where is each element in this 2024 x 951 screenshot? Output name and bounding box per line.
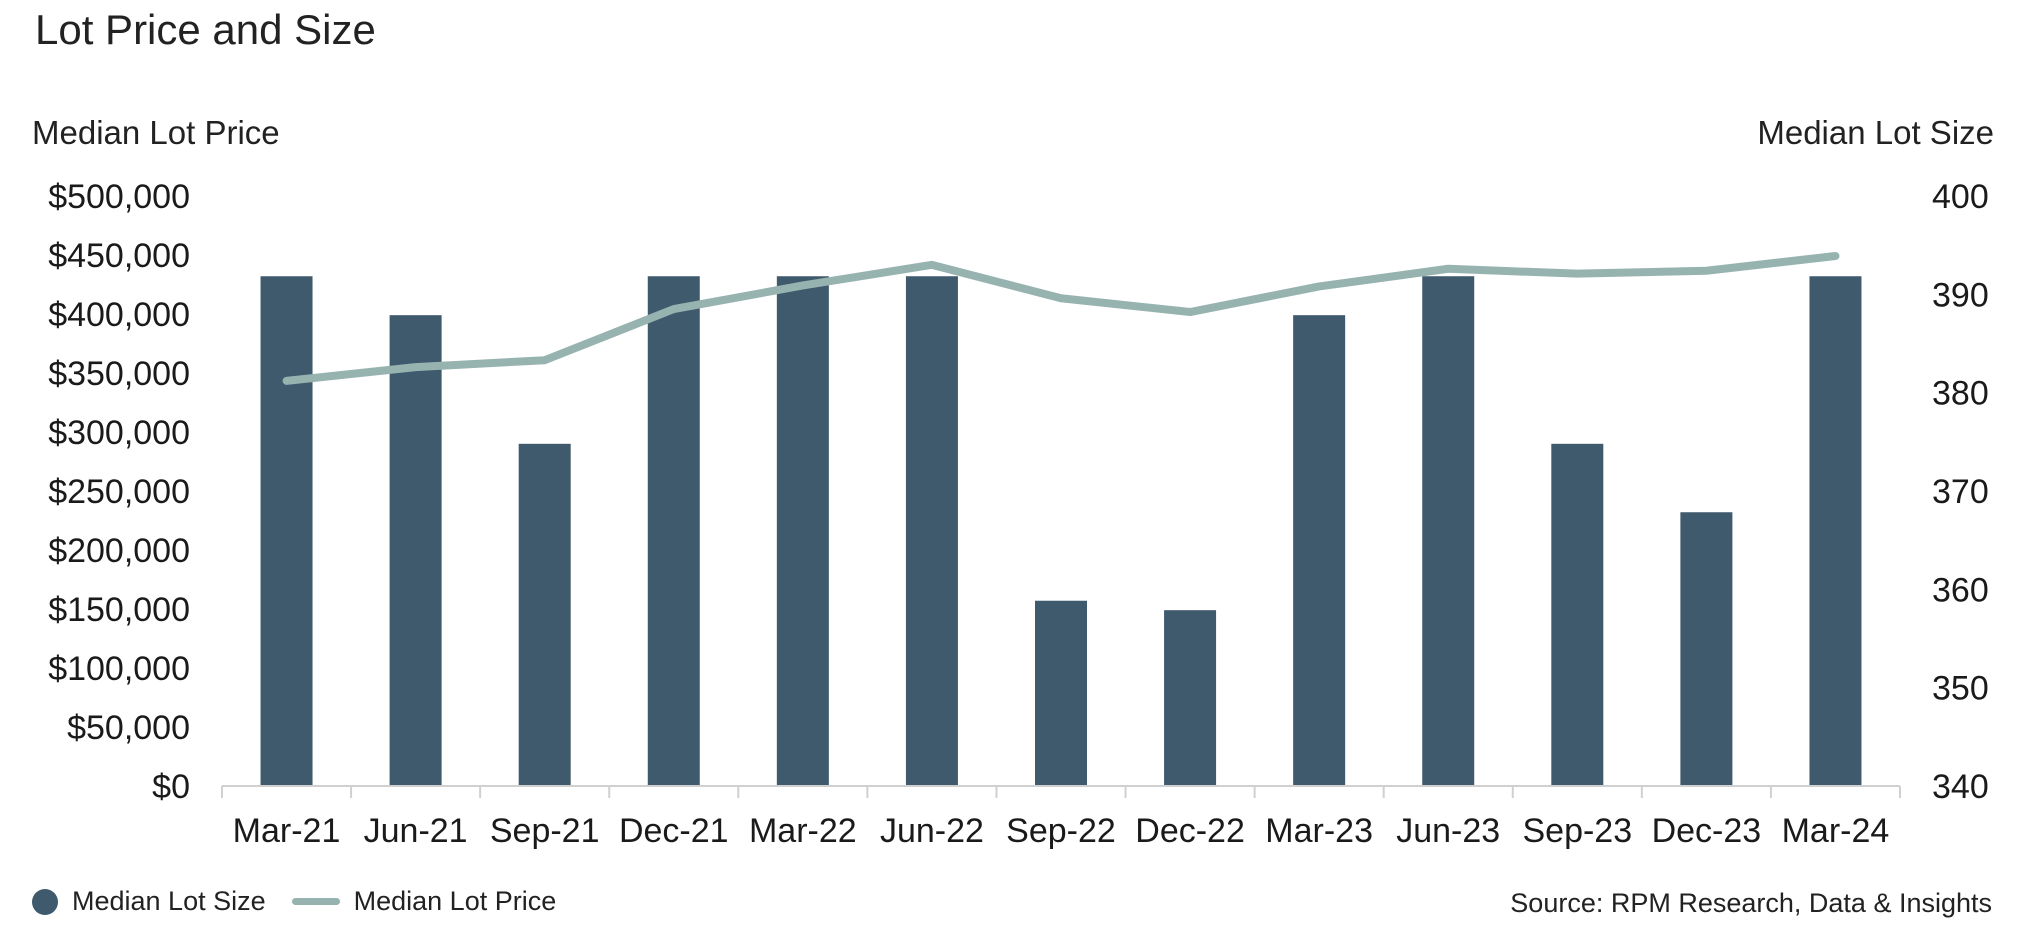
- bar-sep-23: [1551, 443, 1604, 786]
- right-tick-label: 380: [1932, 375, 1989, 413]
- legend-label-lot-price: Median Lot Price: [353, 886, 557, 916]
- bar-series: [260, 276, 1862, 786]
- right-tick-label: 350: [1932, 670, 1989, 708]
- left-axis-title: Median Lot Price: [32, 114, 280, 151]
- legend-label-lot-size: Median Lot Size: [72, 886, 266, 916]
- right-tick-label: 370: [1932, 473, 1989, 511]
- bar-mar-24: [1809, 276, 1862, 786]
- x-tick-label: Dec-21: [619, 812, 729, 850]
- left-tick-label: $250,000: [48, 473, 190, 511]
- x-tick-label: Mar-21: [233, 812, 341, 850]
- left-tick-label: $0: [152, 768, 190, 806]
- right-axis-ticks: 340 350 360 370 380 390 400: [1932, 178, 1989, 806]
- x-tick-label: Jun-21: [364, 812, 468, 850]
- bar-dec-23: [1680, 512, 1733, 786]
- chart-plot: $0 $50,000 $100,000 $150,000 $200,000 $250,00…: [48, 178, 1989, 850]
- x-tick-label: Jun-22: [880, 812, 984, 850]
- line-median-lot-price: [282, 251, 1840, 385]
- bar-dec-21: [647, 276, 700, 786]
- bar-sep-22: [1035, 600, 1087, 786]
- legend: Median Lot Size Median Lot Price: [32, 886, 582, 917]
- legend-item-lot-size: Median Lot Size: [32, 886, 266, 917]
- chart-title: Lot Price and Size: [35, 6, 376, 53]
- bar-mar-22: [776, 276, 829, 786]
- bar-mar-21: [260, 276, 313, 786]
- x-tick-label: Sep-23: [1522, 812, 1632, 850]
- legend-item-lot-price: Median Lot Price: [291, 886, 557, 917]
- left-tick-label: $400,000: [48, 296, 190, 334]
- left-tick-label: $450,000: [48, 237, 190, 275]
- x-tick-label: Dec-23: [1652, 812, 1762, 850]
- bar-jun-23: [1422, 276, 1475, 786]
- bar-dec-22: [1164, 610, 1217, 786]
- bar-sep-21: [518, 443, 571, 786]
- x-tick-label: Dec-22: [1135, 812, 1245, 850]
- x-tick-label: Jun-23: [1396, 812, 1500, 850]
- legend-marker-lot-price: [291, 898, 340, 905]
- right-tick-label: 360: [1932, 571, 1989, 609]
- legend-marker-lot-size: [32, 888, 58, 915]
- left-tick-label: $500,000: [48, 178, 190, 216]
- right-axis-title: Median Lot Size: [1757, 114, 1994, 151]
- left-tick-label: $150,000: [48, 591, 190, 629]
- right-tick-label: 390: [1932, 276, 1989, 314]
- left-tick-label: $50,000: [67, 709, 190, 747]
- bar-jun-22: [905, 276, 958, 786]
- x-axis: [221, 785, 1901, 798]
- line-series: [282, 251, 1840, 385]
- source-note: Source: RPM Research, Data & Insights: [1510, 888, 1992, 918]
- x-tick-label: Mar-24: [1782, 812, 1890, 850]
- bar-jun-21: [389, 315, 442, 786]
- bar-mar-23: [1293, 315, 1346, 786]
- right-tick-label: 340: [1932, 768, 1989, 806]
- x-tick-label: Sep-22: [1006, 812, 1116, 850]
- left-axis-ticks: $0 $50,000 $100,000 $150,000 $200,000 $250,00…: [48, 178, 190, 806]
- left-tick-label: $100,000: [48, 650, 190, 688]
- x-tick-label: Mar-22: [749, 812, 857, 850]
- x-tick-label: Sep-21: [490, 812, 600, 850]
- left-tick-label: $300,000: [48, 414, 190, 452]
- left-tick-label: $350,000: [48, 355, 190, 393]
- left-tick-label: $200,000: [48, 532, 190, 570]
- right-tick-label: 400: [1932, 178, 1989, 216]
- x-axis-ticks: Mar-21 Jun-21 Sep-21 Dec-21 Mar-22 Jun-22 Sep-…: [233, 812, 1890, 850]
- x-tick-label: Mar-23: [1265, 812, 1373, 850]
